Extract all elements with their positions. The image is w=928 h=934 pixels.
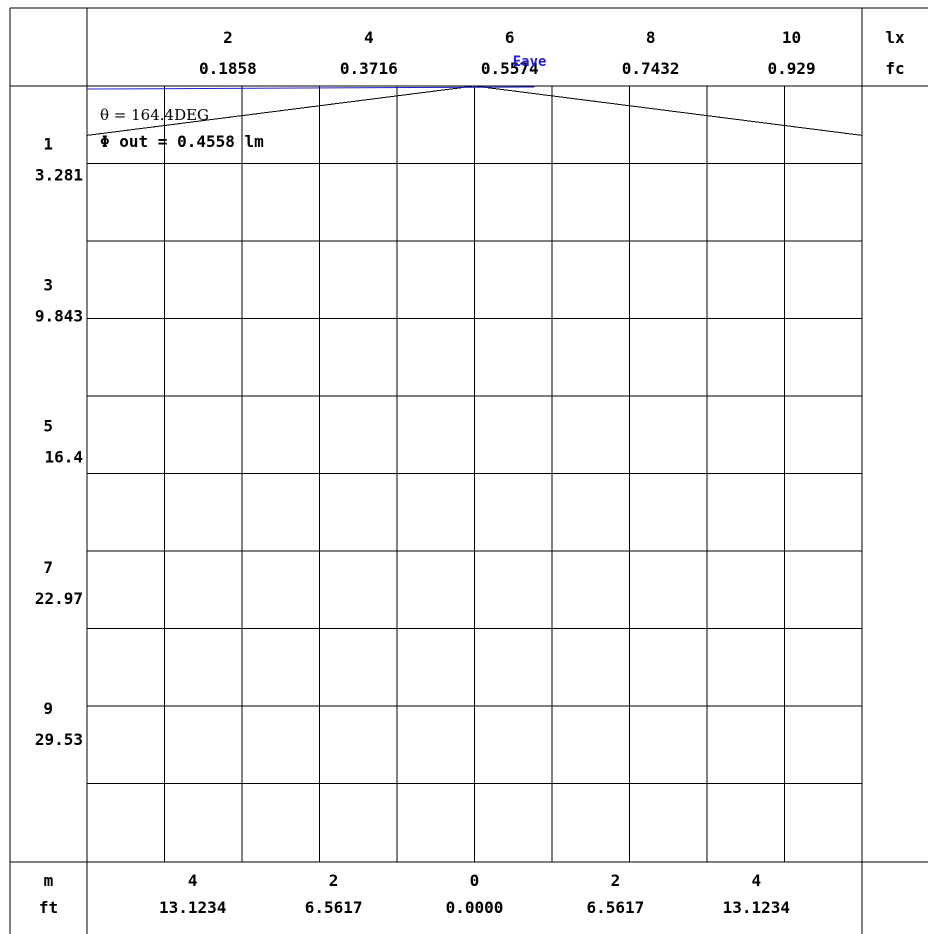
- bottom-unit-m: m: [44, 871, 54, 890]
- bottom-tick-ft: 6.5617: [305, 898, 363, 917]
- left-tick-m: 9: [43, 699, 53, 718]
- eave-label: Eave: [513, 54, 547, 70]
- bottom-tick-m: 0: [470, 871, 480, 890]
- top-tick-lux: 4: [364, 28, 374, 47]
- bottom-tick-ft: 13.1234: [159, 898, 226, 917]
- top-tick-lux: 10: [782, 28, 801, 47]
- beam-outline-segment: [86, 85, 475, 136]
- bottom-tick-m: 2: [329, 871, 339, 890]
- left-tick-ft: 3.281: [35, 166, 83, 185]
- bottom-tick-m: 4: [751, 871, 761, 890]
- top-tick-fc: 0.3716: [340, 59, 398, 78]
- left-tick-m: 7: [43, 558, 53, 577]
- left-tick-m: 5: [43, 417, 53, 436]
- bottom-tick-ft: 6.5617: [587, 898, 645, 917]
- top-unit-fc: fc: [885, 59, 904, 78]
- eave-line: [86, 86, 535, 90]
- left-tick-ft: 9.843: [35, 307, 83, 326]
- top-tick-fc: 0.1858: [199, 59, 257, 78]
- bottom-unit-ft: ft: [39, 898, 58, 917]
- bottom-tick-m: 2: [611, 871, 621, 890]
- bottom-tick-ft: 13.1234: [723, 898, 790, 917]
- theta-annotation: θ = 164.4DEG: [100, 106, 209, 124]
- left-tick-ft: 29.53: [35, 730, 83, 749]
- axis-labels: 20.185840.371660.557480.7432100.929lxfc1…: [35, 28, 905, 917]
- flux-annotation: Φ out = 0.4558 lm: [100, 132, 264, 151]
- top-tick-lux: 8: [646, 28, 656, 47]
- top-tick-lux: 2: [223, 28, 233, 47]
- grid: [9, 7, 928, 934]
- top-tick-fc: 0.929: [767, 59, 815, 78]
- bottom-tick-m: 4: [188, 871, 198, 890]
- beam-outline-segment: [474, 85, 863, 136]
- left-tick-ft: 22.97: [35, 589, 83, 608]
- left-tick-m: 3: [43, 276, 53, 295]
- top-tick-lux: 6: [505, 28, 515, 47]
- plot-shapes: [86, 85, 863, 136]
- bottom-tick-ft: 0.0000: [446, 898, 504, 917]
- left-tick-m: 1: [43, 135, 53, 154]
- top-tick-fc: 0.5574: [481, 59, 539, 78]
- left-tick-ft: 16.4: [44, 448, 83, 467]
- top-unit-lx: lx: [885, 28, 905, 47]
- top-tick-fc: 0.7432: [622, 59, 680, 78]
